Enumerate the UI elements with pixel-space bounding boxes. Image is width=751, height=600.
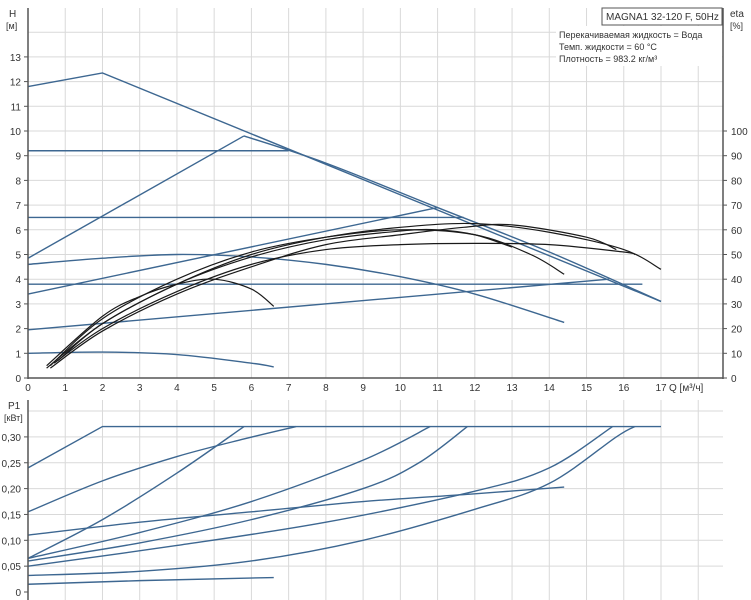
power-tick-label: 0,30 (2, 433, 22, 444)
y-tick-label: 5 (15, 251, 21, 262)
info-box-bg (556, 26, 722, 66)
y-tick-label: 2 (15, 325, 21, 336)
y2-tick-label: 20 (731, 325, 743, 336)
y2-tick-label: 80 (731, 176, 743, 187)
power-axis-unit: [кВт] (4, 413, 23, 423)
head-curve (27, 351, 274, 368)
y2-tick-label: 30 (731, 300, 743, 311)
y-tick-label: 8 (15, 176, 21, 187)
y2-tick-label: 10 (731, 349, 743, 360)
power-curve (27, 576, 274, 585)
efficiency-curve (49, 229, 565, 367)
power-tick-label: 0,15 (2, 510, 22, 521)
y2-axis-label: eta (730, 9, 744, 20)
x-tick-label: 3 (137, 383, 143, 394)
x-tick-label: 16 (618, 383, 630, 394)
x-tick-label: 10 (395, 383, 407, 394)
power-curve (27, 425, 431, 560)
info-temperature: Темп. жидкости = 60 °C (559, 42, 657, 52)
tick-labels: 0 1 2 3 4 5 6 7 8 9 10 11 12 13 14 15 16 1701234567891011… (2, 53, 749, 599)
y-tick-label: 4 (15, 275, 21, 286)
head-curve (27, 72, 662, 303)
y-tick-label: 7 (15, 201, 21, 212)
efficiency-curve (46, 222, 662, 369)
head-curve (243, 135, 662, 303)
power-tick-label: 0,25 (2, 459, 22, 470)
power-tick-label: 0,05 (2, 562, 22, 573)
power-tick-label: 0 (15, 588, 21, 599)
x-tick-label: 12 (469, 383, 481, 394)
efficiency-curve (49, 223, 617, 369)
chart-title: MAGNA1 32-120 F, 50Hz (606, 12, 719, 23)
y-tick-label: 10 (10, 127, 22, 138)
power-curve (27, 486, 565, 536)
y-tick-label: 1 (15, 349, 21, 360)
y2-tick-label: 100 (731, 127, 748, 138)
x-tick-label: 1 (62, 383, 68, 394)
efficiency-curve (53, 242, 636, 364)
y-tick-label: 0 (15, 374, 21, 385)
y2-tick-label: 40 (731, 275, 743, 286)
title-box (601, 7, 723, 26)
x-tick-label: 2 (100, 383, 106, 394)
power-curve (27, 425, 636, 577)
power-axis-label: P1 (8, 401, 21, 412)
power-grid (28, 400, 723, 600)
y-tick-label: 3 (15, 300, 21, 311)
head-curves (27, 72, 662, 368)
power-curve (27, 425, 245, 560)
x-tick-label: 15 (581, 383, 593, 394)
y-tick-label: 11 (11, 102, 22, 113)
y-axis-label: H (9, 9, 16, 20)
power-curve (27, 425, 661, 469)
y2-tick-label: 60 (731, 226, 743, 237)
head-curve (27, 278, 609, 331)
head-curve (27, 135, 245, 259)
x-tick-label: 11 (432, 383, 443, 394)
x-tick-label: 13 (506, 383, 518, 394)
power-curve (27, 425, 613, 567)
power-curve (27, 425, 297, 513)
x-tick-label: 7 (286, 383, 292, 394)
x-tick-label: 6 (249, 383, 255, 394)
head-curve (27, 253, 565, 324)
y2-tick-label: 90 (731, 152, 743, 163)
head-curve (27, 206, 438, 295)
info-density: Плотность = 983.2 кг/м³ (559, 54, 657, 64)
x-axis-label: Q [м³/ч] (669, 383, 704, 394)
x-tick-label: 14 (544, 383, 556, 394)
y-tick-label: 9 (15, 152, 21, 163)
y-tick-label: 13 (10, 53, 22, 64)
info-fluid: Перекачиваемая жидкость = Вода (559, 30, 702, 40)
y-tick-label: 6 (15, 226, 21, 237)
x-tick-label: 9 (360, 383, 366, 394)
x-tick-label: 5 (211, 383, 217, 394)
y-axis-unit: [м] (6, 21, 17, 31)
power-tick-label: 0,20 (2, 485, 22, 496)
x-tick-label: 4 (174, 383, 180, 394)
efficiency-curve (57, 228, 513, 362)
power-tick-label: 0,10 (2, 536, 22, 547)
power-curves (27, 425, 661, 585)
y-tick-label: 12 (10, 78, 22, 89)
power-curve (27, 425, 468, 562)
x-tick-label: 17 (655, 383, 667, 394)
y2-tick-label: 50 (731, 251, 743, 262)
x-tick-label: 0 (25, 383, 31, 394)
y2-axis-unit: [%] (730, 21, 743, 31)
y2-tick-label: 70 (731, 201, 743, 212)
y2-tick-label: 0 (731, 374, 737, 385)
efficiency-curves (46, 222, 662, 369)
x-tick-label: 8 (323, 383, 329, 394)
